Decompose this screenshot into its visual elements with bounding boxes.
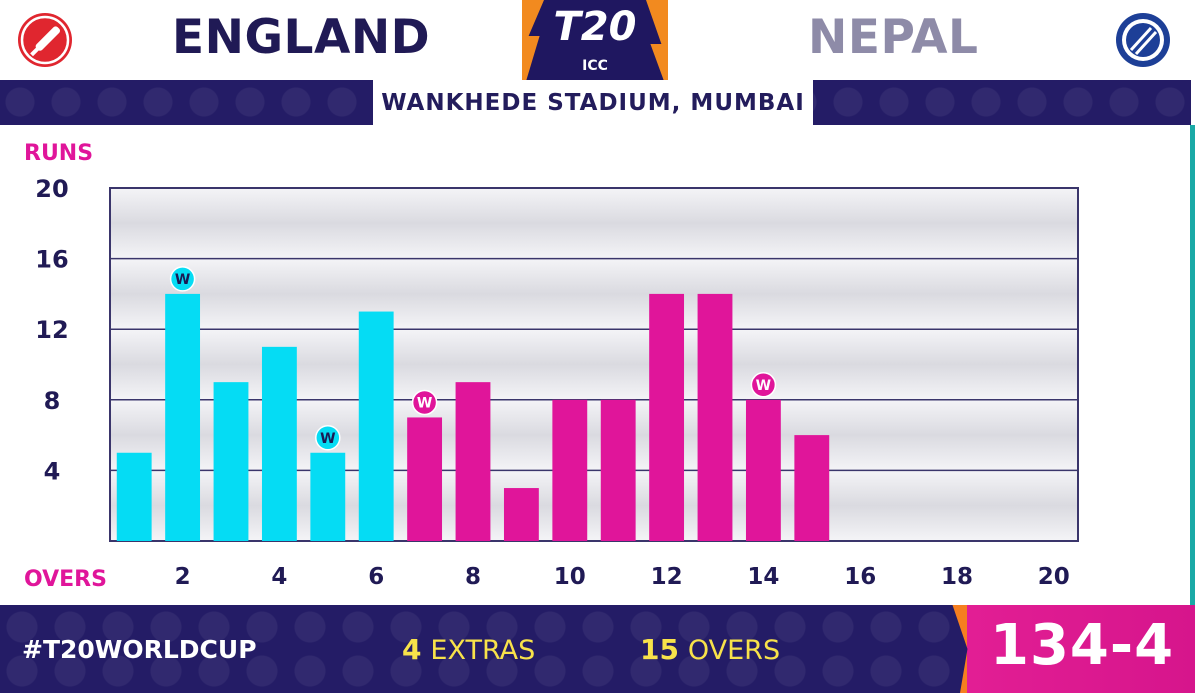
chart-band	[110, 329, 1078, 400]
score-panel	[945, 605, 1195, 693]
x-tick-14: 14	[747, 564, 779, 590]
wicket-marker-over-2	[169, 266, 196, 292]
y-tick-4: 4	[44, 457, 61, 485]
y-tick-12: 12	[35, 316, 68, 344]
plot-frame	[109, 187, 1079, 542]
x-axis-label: OVERS	[24, 567, 107, 592]
total-score: 134-4	[990, 613, 1175, 678]
chart-band	[110, 258, 1078, 330]
x-tick-18: 18	[941, 564, 973, 590]
wicket-markers: W W W W	[169, 266, 777, 451]
wicket-label: W	[175, 272, 190, 288]
cricket-bat-icon	[18, 13, 72, 67]
icc-t20-logo: T20 ICC	[522, 0, 668, 80]
bar-over-8	[455, 382, 491, 541]
logo-sub-text: ICC	[582, 58, 608, 74]
bar-over-1	[116, 452, 152, 541]
y-axis-label: RUNS	[24, 141, 93, 166]
bar-series	[116, 293, 830, 541]
bar-over-6	[358, 311, 394, 541]
wicket-label: W	[320, 431, 335, 447]
extras-summary: 4 EXTRAS	[402, 633, 535, 666]
x-tick-20: 20	[1038, 564, 1070, 590]
overs-summary: 15 OVERS	[640, 633, 780, 666]
venue-name: WANKHEDE STADIUM, MUMBAI	[373, 80, 813, 125]
x-tick-12: 12	[651, 564, 683, 590]
chart-band	[110, 399, 1078, 471]
x-tick-4: 4	[271, 564, 287, 590]
x-tick-16: 16	[844, 564, 876, 590]
chart-band	[110, 470, 1078, 541]
bar-over-13	[697, 293, 733, 541]
wicket-marker-over-5	[315, 425, 341, 451]
cricket-ball-icon	[1116, 13, 1170, 67]
bar-over-10	[552, 399, 588, 541]
extras-value: 4	[402, 633, 422, 666]
y-tick-16: 16	[35, 246, 68, 274]
bar-over-4	[261, 346, 297, 541]
bar-over-5	[310, 452, 346, 541]
x-tick-2: 2	[175, 564, 191, 590]
score-footer: #T20WORLDCUP 4 EXTRAS 15 OVERS 134-4	[0, 605, 1195, 693]
side-edge-decor	[1190, 125, 1195, 605]
wicket-marker-over-14	[750, 372, 777, 398]
bar-over-9	[503, 488, 539, 541]
bar-over-3	[213, 382, 249, 541]
bar-over-7	[407, 417, 443, 541]
logo-main-text: T20	[553, 4, 637, 50]
chart-background-bands	[110, 188, 1078, 541]
chart-band	[110, 188, 1078, 259]
overs-value: 15	[640, 633, 679, 666]
x-tick-labels: 2 4 6 8 10 12 14 16 18 20	[175, 564, 1070, 590]
team-b-name: NEPAL	[808, 10, 979, 65]
bar-over-15	[794, 435, 830, 541]
y-tick-labels: 4 8 12 16 20	[35, 175, 68, 485]
x-tick-8: 8	[465, 564, 481, 590]
wicket-label: W	[756, 378, 771, 394]
bar-over-2	[165, 293, 201, 541]
wicket-marker-over-7	[411, 389, 438, 416]
bar-over-11	[600, 399, 636, 541]
overs-label: OVERS	[687, 635, 781, 666]
bar-over-14	[745, 399, 781, 541]
bar-over-12	[649, 293, 685, 541]
x-tick-6: 6	[368, 564, 384, 590]
y-tick-20: 20	[35, 175, 68, 203]
hashtag: #T20WORLDCUP	[22, 635, 257, 664]
y-tick-8: 8	[44, 387, 61, 415]
extras-label: EXTRAS	[430, 635, 536, 666]
x-tick-10: 10	[554, 564, 586, 590]
wicket-label: W	[417, 395, 432, 411]
match-header: ENGLAND T20 ICC NEPAL	[0, 0, 1195, 80]
team-a-name: ENGLAND	[172, 10, 431, 65]
